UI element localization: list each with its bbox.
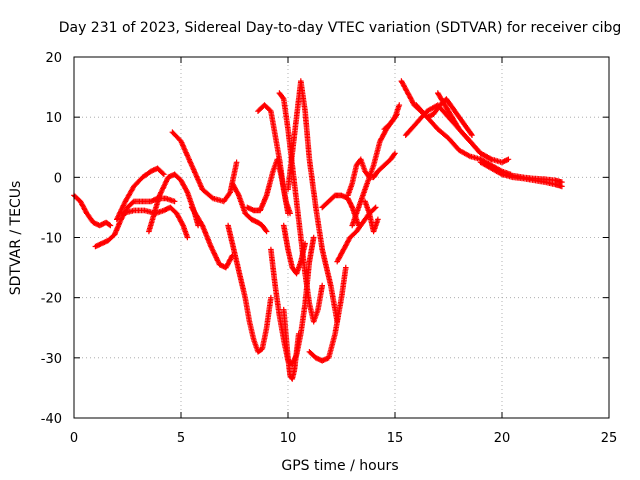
series-track-29 bbox=[381, 111, 400, 132]
x-tick-label: 10 bbox=[280, 431, 297, 446]
series-track-26 bbox=[435, 90, 495, 163]
y-tick-label: -20 bbox=[41, 292, 62, 307]
series-track-6 bbox=[169, 129, 240, 205]
series-markers bbox=[225, 222, 274, 355]
series-track-15 bbox=[280, 306, 302, 382]
series-markers bbox=[280, 306, 302, 382]
series-layer bbox=[71, 78, 565, 382]
series-markers bbox=[499, 171, 565, 185]
series-markers bbox=[188, 204, 236, 271]
series-track-25 bbox=[413, 102, 514, 178]
series-markers bbox=[255, 102, 291, 217]
x-tick-label: 15 bbox=[387, 431, 404, 446]
y-tick-label: -40 bbox=[41, 412, 62, 427]
x-tick-label: 25 bbox=[601, 431, 618, 446]
y-tick-label: 0 bbox=[54, 171, 62, 186]
series-markers bbox=[381, 111, 400, 132]
series-markers bbox=[362, 198, 381, 235]
y-tick-label: -30 bbox=[41, 352, 62, 367]
y-tick-label: -10 bbox=[41, 232, 62, 247]
series-track-8 bbox=[225, 222, 274, 355]
x-tick-label: 0 bbox=[70, 431, 78, 446]
series-track-1 bbox=[71, 192, 114, 229]
series-track-4 bbox=[120, 204, 191, 241]
series-track-22 bbox=[362, 198, 381, 235]
y-tick-label: 10 bbox=[45, 111, 62, 126]
series-markers bbox=[285, 78, 340, 325]
series-track-11 bbox=[255, 102, 291, 217]
series-track-9 bbox=[229, 180, 270, 235]
series-markers bbox=[229, 180, 270, 235]
series-track-17 bbox=[306, 264, 349, 364]
series-track-16 bbox=[285, 78, 340, 325]
series-markers bbox=[306, 264, 349, 364]
series-track-20 bbox=[345, 150, 398, 199]
grid-layer bbox=[74, 57, 609, 418]
series-markers bbox=[413, 102, 514, 178]
x-axis-label: GPS time / hours bbox=[281, 458, 398, 474]
series-track-3 bbox=[114, 165, 167, 223]
x-tick-label: 20 bbox=[494, 431, 511, 446]
x-tick-label: 5 bbox=[177, 431, 185, 446]
series-markers bbox=[114, 165, 167, 223]
y-tick-label: 20 bbox=[45, 51, 62, 66]
series-track-7 bbox=[188, 204, 236, 271]
series-track-28 bbox=[499, 171, 565, 185]
y-axis-label: SDTVAR / TECUs bbox=[8, 181, 24, 296]
chart-title: Day 231 of 2023, Sidereal Day-to-day VTE… bbox=[59, 20, 622, 36]
series-markers bbox=[435, 90, 495, 163]
series-markers bbox=[345, 150, 398, 199]
series-markers bbox=[169, 129, 240, 205]
series-markers bbox=[120, 204, 191, 241]
tick-layer: 0 5 10 15 20 25 -40 -30 -20 -10 0 10 20 bbox=[41, 51, 618, 446]
series-markers bbox=[71, 192, 114, 229]
